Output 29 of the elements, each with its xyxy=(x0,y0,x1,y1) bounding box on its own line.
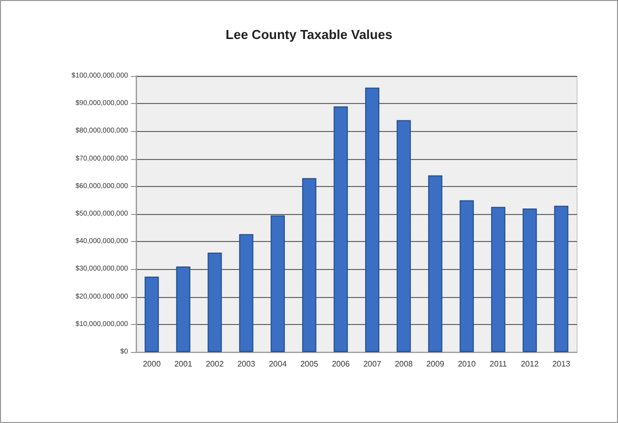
bar xyxy=(270,215,285,352)
x-tick-label: 2011 xyxy=(490,360,508,368)
bar xyxy=(428,175,442,352)
x-tick-label: 2008 xyxy=(394,360,414,368)
bar xyxy=(334,106,348,352)
bar xyxy=(365,88,380,352)
x-tick-label: 2000 xyxy=(142,360,162,368)
bar xyxy=(522,208,537,352)
bar xyxy=(302,178,316,352)
bar xyxy=(554,206,568,352)
x-tick-label: 2012 xyxy=(520,360,540,368)
x-tick-label: 2004 xyxy=(268,360,288,368)
x-tick-label: 2013 xyxy=(552,360,571,368)
bar xyxy=(208,252,222,352)
x-tick-label: 2007 xyxy=(363,360,382,368)
bar xyxy=(460,200,474,352)
bar xyxy=(396,120,411,352)
chart-title: Lee County Taxable Values xyxy=(226,27,392,42)
bar xyxy=(144,276,159,352)
x-tick-label: 2009 xyxy=(426,360,445,368)
bar xyxy=(491,206,506,352)
x-tick-label: 2006 xyxy=(332,360,350,368)
bar xyxy=(176,266,190,352)
bar xyxy=(239,234,254,352)
x-tick-label: 2003 xyxy=(237,360,256,368)
x-tick-label: 2010 xyxy=(458,360,476,368)
x-tick-label: 2001 xyxy=(174,360,193,368)
x-tick-label: 2002 xyxy=(206,360,224,368)
x-tick-label: 2005 xyxy=(300,360,319,368)
